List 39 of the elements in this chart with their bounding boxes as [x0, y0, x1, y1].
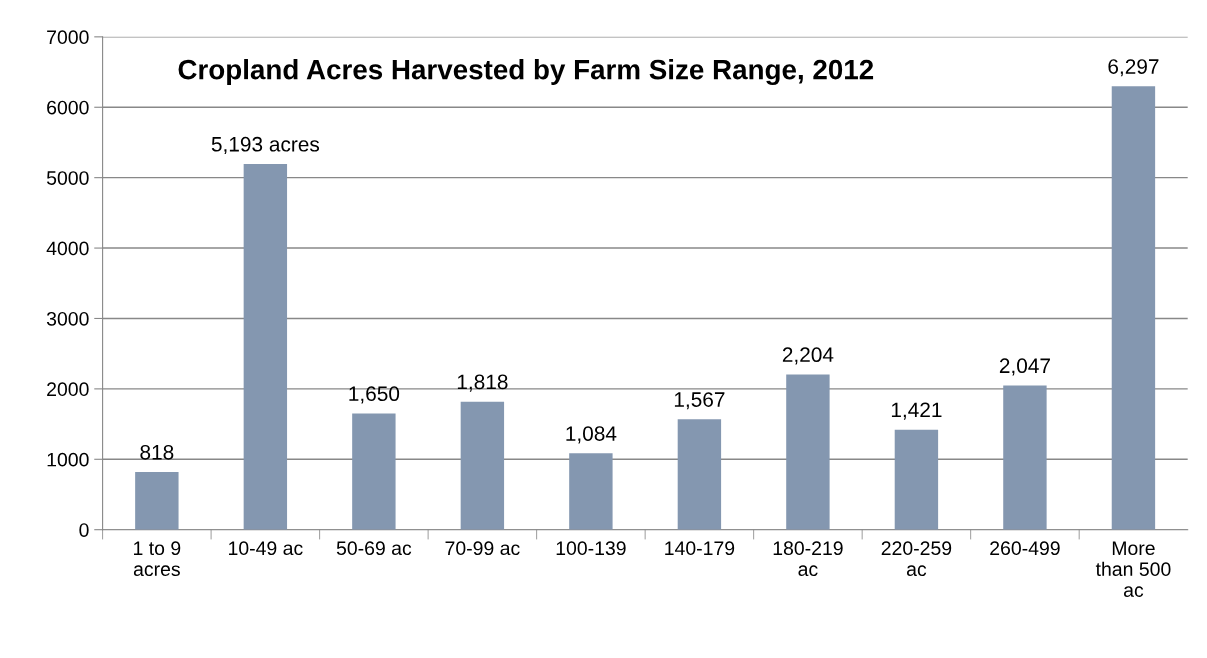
data-label: 1,084 — [566, 426, 617, 444]
x-tick-label: 50-69 ac — [336, 541, 412, 556]
bar — [352, 413, 396, 530]
y-tick-label: 5000 — [46, 171, 89, 185]
bar — [1111, 86, 1156, 530]
data-label: 2,047 — [999, 358, 1050, 376]
bar — [1003, 385, 1047, 530]
x-tick-label: 70-99 ac — [445, 541, 520, 556]
y-tick-label: 1000 — [47, 452, 89, 467]
data-label: 818 — [140, 444, 174, 460]
data-label: 1,421 — [891, 402, 942, 420]
data-label: 1,567 — [674, 392, 725, 410]
y-tick-label: 0 — [79, 523, 89, 537]
bar — [569, 453, 613, 530]
bar — [677, 419, 722, 530]
x-tick-label: 260-499 — [990, 541, 1060, 556]
bar — [243, 164, 288, 530]
y-tick-label: 7000 — [47, 30, 89, 45]
data-label: 1,650 — [349, 386, 400, 404]
y-tick-label: 4000 — [46, 241, 89, 256]
data-label: 1,818 — [457, 374, 508, 392]
data-label: 2,204 — [782, 347, 834, 365]
y-tick-label: 6000 — [47, 100, 89, 115]
data-label: 5,193 acres — [211, 136, 320, 155]
bar — [894, 429, 939, 530]
x-tick-label: 100-139 — [556, 541, 626, 556]
bar — [460, 401, 505, 530]
x-tick-label: 180-219 ac — [773, 541, 843, 577]
y-tick-label: 2000 — [47, 382, 89, 397]
text: Cropland Acres Harvested by Farm Size Range, 2012 — [178, 59, 874, 86]
x-tick-label: 140-179 — [665, 541, 735, 556]
bar — [135, 472, 179, 530]
x-tick-label: 1 to 9 acres — [133, 541, 181, 577]
data-label: 6,297 — [1108, 59, 1159, 77]
bar — [786, 374, 830, 530]
x-tick-label: More than 500 ac — [1095, 541, 1171, 597]
y-tick-label: 3000 — [46, 311, 89, 326]
x-tick-label: 220-259 ac — [881, 541, 952, 577]
x-tick-label: 10-49 ac — [229, 541, 303, 556]
